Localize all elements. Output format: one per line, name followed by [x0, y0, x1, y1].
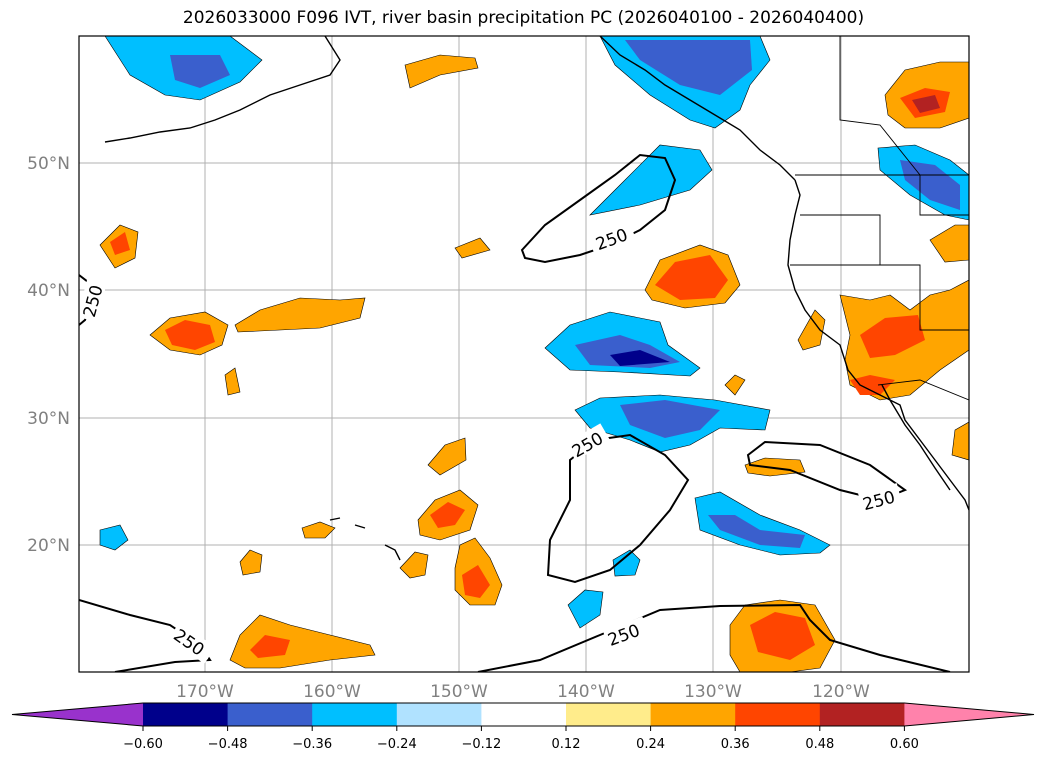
- pos-blob-small-pos-7: [951, 421, 969, 461]
- colorbar: −0.60 −0.48 −0.36 −0.24 −0.12 0.12 0.24 0.36 0.4…: [11, 702, 1035, 752]
- lon-tick-label: 160°W: [303, 682, 361, 702]
- neg-blob-off-wa: [589, 144, 713, 216]
- north-america-coast: [787, 179, 969, 511]
- border-id-mt: [919, 175, 969, 216]
- pos-blob-mid-east: [744, 457, 806, 477]
- map-title: 2026033000 F096 IVT, river basin precipi…: [182, 8, 865, 28]
- colorbar-segment: [566, 703, 652, 726]
- pos-blob-central-east-core: [655, 255, 728, 300]
- pos-blob-west-3: [234, 297, 366, 333]
- map-frame: [78, 35, 970, 673]
- lon-tick-label: 140°W: [557, 682, 615, 702]
- lon-tick-label: 170°W: [176, 682, 234, 702]
- lon-tick-labels: 170°W 160°W 150°W 140°W 130°W 120°W: [176, 682, 870, 702]
- pos-blob-canada-max: [912, 95, 940, 113]
- colorbar-tick-label: −0.24: [377, 737, 417, 752]
- colorbar-tick-label: 0.60: [890, 737, 919, 752]
- neg-blob-mid-south-core: [620, 400, 720, 438]
- border-or-ca: [790, 264, 969, 331]
- pos-blob-small-pos-6: [239, 549, 263, 576]
- borders: [790, 36, 969, 401]
- gridlines: [79, 36, 969, 672]
- pos-blob-small-pos-8: [724, 374, 746, 396]
- negative-anomalies: [99, 36, 969, 629]
- ivt-contour-mid: [546, 433, 690, 584]
- coastlines: [104, 36, 969, 561]
- ivt-contour-south: [477, 603, 951, 672]
- contour-label: 250: [80, 283, 108, 320]
- border-us-mex: [877, 379, 969, 401]
- colorbar-tick-label: −0.12: [461, 737, 501, 752]
- pos-blob-bering: [404, 54, 479, 89]
- neg-blob-small-1: [99, 524, 129, 551]
- colorbar-extend-high: [904, 703, 1034, 726]
- border-wa-or: [800, 214, 881, 265]
- pos-blob-nv: [929, 224, 969, 263]
- baja: [881, 384, 951, 491]
- hawaii-2: [329, 517, 341, 521]
- hawaii-1: [384, 544, 401, 561]
- colorbar-segment: [819, 703, 905, 726]
- colorbar-extend-low: [12, 703, 143, 726]
- colorbar-tick-label: 0.24: [636, 737, 665, 752]
- pos-blob-west-1-core: [110, 232, 130, 255]
- pos-blob-south-mid-core: [462, 565, 490, 598]
- map-area: 250 250 250 250 250 250: [79, 36, 969, 672]
- neg-blob-small-3: [612, 549, 641, 577]
- contour-label: 250: [605, 621, 642, 651]
- colorbar-tick-label: −0.36: [292, 737, 332, 752]
- colorbar-tick-label: −0.48: [208, 737, 248, 752]
- colorbar-segment: [312, 703, 398, 726]
- colorbar-tick-label: −0.60: [123, 737, 163, 752]
- hawaii-3: [354, 524, 366, 529]
- positive-anomalies: [99, 54, 969, 672]
- neg-blob-mid-north-min: [610, 350, 670, 366]
- colorbar-segment: [735, 703, 821, 726]
- colorbar-segment: [481, 703, 567, 726]
- colorbar-segment: [227, 703, 313, 726]
- neg-blob-idaho-core: [900, 160, 960, 210]
- pos-blob-calif-core-2: [850, 375, 895, 395]
- ivt-contours: [79, 153, 951, 672]
- se-alaska-coast: [599, 36, 796, 181]
- neg-blob-small-2: [567, 589, 604, 629]
- colorbar-segment: [396, 703, 482, 726]
- contour-label: 250: [593, 225, 630, 255]
- colorbar-tick-label: 0.12: [552, 737, 581, 752]
- lat-tick-label: 30°N: [27, 409, 70, 429]
- pos-blob-south-west: [229, 614, 376, 669]
- pos-blob-small-pos-1: [454, 237, 491, 259]
- border-bc-ab: [839, 36, 921, 176]
- pos-blob-small-pos-2: [224, 367, 241, 396]
- ivt-contour-north: [520, 153, 677, 264]
- pos-blob-small-pos-3: [427, 437, 467, 476]
- lat-tick-labels: 50°N 40°N 30°N 20°N: [27, 154, 70, 556]
- pos-blob-south-east-core: [750, 612, 815, 660]
- pos-blob-west-2-core: [165, 320, 215, 350]
- colorbar-tick-label: 0.36: [721, 737, 750, 752]
- pos-blob-mid-sw-core: [430, 502, 465, 528]
- pos-blob-small-pos-4: [399, 551, 429, 579]
- colorbar-segment: [143, 703, 229, 726]
- neg-blob-gulf-alaska-core: [625, 40, 752, 95]
- lat-tick-label: 40°N: [27, 281, 70, 301]
- pos-blob-calif-core: [860, 315, 925, 358]
- pos-blob-south-west-core: [250, 635, 290, 658]
- colorbar-tick-label: 0.48: [805, 737, 834, 752]
- lon-tick-label: 130°W: [684, 682, 742, 702]
- lat-tick-label: 20°N: [27, 536, 70, 556]
- lat-tick-label: 50°N: [27, 154, 70, 174]
- alaska-coast: [104, 36, 341, 143]
- neg-blob-aleutian-core: [170, 55, 230, 88]
- lon-tick-label: 150°W: [430, 682, 488, 702]
- pos-blob-small-pos-5: [301, 521, 336, 539]
- lon-tick-label: 120°W: [812, 682, 870, 702]
- colorbar-segment: [650, 703, 736, 726]
- neg-blob-southeast-core: [708, 515, 805, 548]
